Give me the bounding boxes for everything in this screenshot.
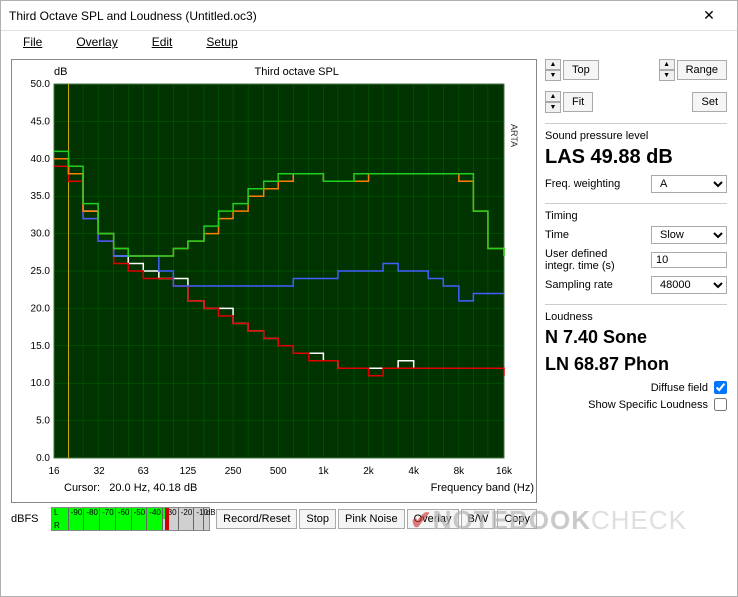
chevron-up-icon[interactable]: ▲ — [545, 59, 561, 70]
menu-setup[interactable]: Setup — [190, 33, 253, 51]
svg-text:20.0: 20.0 — [31, 303, 51, 314]
chart-title: Third octave SPL — [67, 66, 526, 78]
menu-edit[interactable]: Edit — [136, 33, 189, 51]
loudness-label: Loudness — [545, 311, 727, 323]
svg-text:45.0: 45.0 — [31, 116, 51, 127]
svg-text:1k: 1k — [318, 466, 330, 477]
spl-label: Sound pressure level — [545, 130, 727, 142]
fit-spinner[interactable]: ▲ ▼ — [545, 91, 561, 113]
chart-xaxis-label: Frequency band (Hz) — [431, 482, 534, 494]
menu-overlay[interactable]: Overlay — [60, 33, 133, 51]
svg-text:10.0: 10.0 — [31, 378, 51, 389]
svg-text:32: 32 — [94, 466, 106, 477]
svg-text:8k: 8k — [454, 466, 466, 477]
sampling-rate-select[interactable]: 48000 — [651, 276, 727, 294]
dbfs-meter: LR-90-80-70-60-50-40-30-20-10dB — [51, 507, 210, 531]
overlay-button[interactable]: Overlay — [407, 509, 459, 529]
svg-text:250: 250 — [225, 466, 242, 477]
svg-text:16k: 16k — [496, 466, 513, 477]
timing-label: Timing — [545, 210, 727, 222]
svg-text:0.0: 0.0 — [36, 453, 50, 464]
sampling-rate-label: Sampling rate — [545, 279, 613, 291]
set-button[interactable]: Set — [692, 92, 727, 112]
top-button[interactable]: Top — [563, 60, 599, 80]
svg-text:30.0: 30.0 — [31, 229, 51, 240]
chevron-up-icon[interactable]: ▲ — [545, 91, 561, 102]
bw-button[interactable]: B/W — [461, 509, 496, 529]
window-title: Third Octave SPL and Loudness (Untitled.… — [9, 9, 689, 23]
integration-time-label: User defined integr. time (s) — [545, 248, 635, 272]
range-button[interactable]: Range — [677, 60, 727, 80]
record-reset-button[interactable]: Record/Reset — [216, 509, 297, 529]
diffuse-field-label: Diffuse field — [651, 382, 708, 394]
top-spinner[interactable]: ▲ ▼ — [545, 59, 561, 81]
menu-bar: File Overlay Edit Setup — [1, 31, 737, 53]
svg-text:2k: 2k — [363, 466, 375, 477]
svg-text:63: 63 — [138, 466, 150, 477]
chart-plot[interactable]: 0.0 5.0 10.0 15.0 20.0 25.0 30.0 35.0 40.0 45.0 50… — [14, 80, 524, 480]
chevron-down-icon[interactable]: ▼ — [545, 102, 561, 113]
fit-button[interactable]: Fit — [563, 92, 593, 112]
show-specific-loudness-checkbox[interactable] — [714, 398, 727, 411]
svg-text:5.0: 5.0 — [36, 416, 50, 427]
weighting-label: Freq. weighting — [545, 178, 620, 190]
weighting-select[interactable]: A — [651, 175, 727, 193]
svg-text:16: 16 — [48, 466, 60, 477]
copy-button[interactable]: Copy — [497, 509, 537, 529]
chart-container: dB Third octave SPL 0.0 5.0 10.0 15.0 20.0 25… — [11, 59, 537, 503]
menu-file[interactable]: File — [7, 33, 58, 51]
svg-text:35.0: 35.0 — [31, 191, 51, 202]
cursor-readout: Cursor: 20.0 Hz, 40.18 dB — [64, 482, 197, 494]
pink-noise-button[interactable]: Pink Noise — [338, 509, 405, 529]
show-specific-loudness-label: Show Specific Loudness — [588, 399, 708, 411]
svg-text:125: 125 — [180, 466, 197, 477]
chevron-up-icon[interactable]: ▲ — [659, 59, 675, 70]
time-select[interactable]: Slow — [651, 226, 727, 244]
svg-text:500: 500 — [270, 466, 287, 477]
close-icon[interactable]: ✕ — [689, 7, 729, 24]
svg-text:ARTA: ARTA — [509, 124, 519, 147]
svg-text:15.0: 15.0 — [31, 341, 51, 352]
time-label: Time — [545, 229, 569, 241]
range-spinner[interactable]: ▲ ▼ — [659, 59, 675, 81]
chevron-down-icon[interactable]: ▼ — [659, 70, 675, 81]
svg-text:25.0: 25.0 — [31, 266, 51, 277]
svg-text:50.0: 50.0 — [31, 80, 51, 90]
diffuse-field-checkbox[interactable] — [714, 381, 727, 394]
title-bar: Third Octave SPL and Loudness (Untitled.… — [1, 1, 737, 31]
spl-value: LAS 49.88 dB — [545, 146, 727, 169]
svg-text:40.0: 40.0 — [31, 154, 51, 165]
dbfs-label: dBFS — [11, 513, 45, 525]
svg-text:4k: 4k — [408, 466, 420, 477]
chart-yaxis-unit: dB — [54, 66, 67, 78]
stop-button[interactable]: Stop — [299, 509, 336, 529]
integration-time-input[interactable] — [651, 252, 727, 268]
chevron-down-icon[interactable]: ▼ — [545, 70, 561, 81]
loudness-phon: LN 68.87 Phon — [545, 354, 727, 375]
loudness-sone: N 7.40 Sone — [545, 327, 727, 348]
